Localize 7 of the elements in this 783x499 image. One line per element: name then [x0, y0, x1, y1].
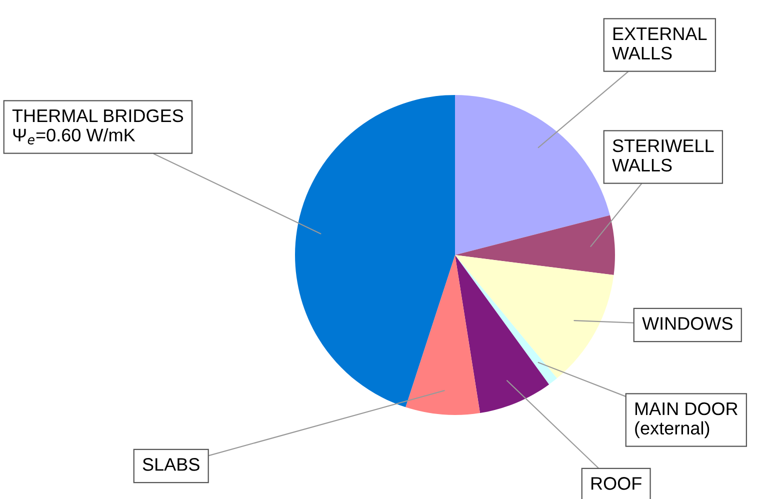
slice-label: EXTERNAL WALLS [612, 28, 707, 60]
slice-label: WINDOWS [642, 317, 732, 330]
slice-label: ROOF [591, 477, 642, 490]
slice-label: MAIN DOOR (external) [635, 402, 738, 438]
slice-label: STERIWELL WALLS [612, 139, 714, 172]
slice-label: THERMAL BRIDGES Ψ$_{e}$=0.60 W/mK [12, 109, 184, 144]
slice-label: SLABS [142, 458, 200, 471]
